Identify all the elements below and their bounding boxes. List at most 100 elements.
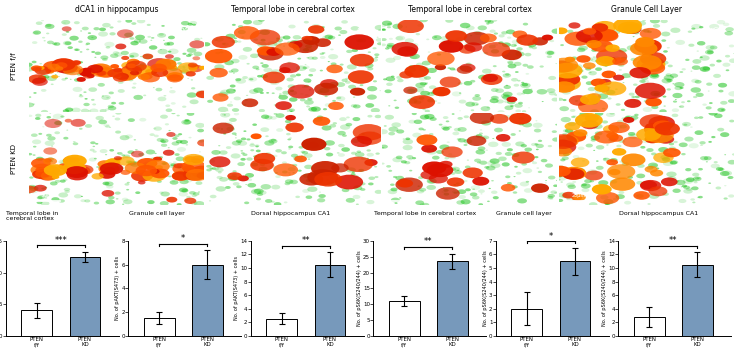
Circle shape	[93, 72, 95, 74]
Circle shape	[377, 42, 383, 45]
Circle shape	[300, 99, 306, 101]
Circle shape	[405, 137, 410, 140]
Circle shape	[583, 62, 595, 69]
Circle shape	[46, 24, 51, 27]
Circle shape	[305, 85, 308, 87]
Circle shape	[232, 24, 236, 26]
Circle shape	[520, 83, 531, 88]
Circle shape	[43, 147, 57, 155]
Circle shape	[619, 127, 622, 129]
Circle shape	[539, 65, 544, 68]
Circle shape	[75, 49, 80, 51]
Circle shape	[690, 198, 695, 201]
Circle shape	[311, 141, 317, 144]
Circle shape	[137, 65, 144, 69]
Circle shape	[523, 168, 532, 173]
Circle shape	[288, 25, 295, 29]
Circle shape	[528, 42, 537, 47]
Circle shape	[293, 172, 295, 174]
Circle shape	[471, 177, 473, 178]
Circle shape	[545, 164, 553, 168]
Circle shape	[603, 57, 617, 64]
Circle shape	[391, 76, 395, 77]
Circle shape	[290, 40, 300, 45]
Circle shape	[314, 117, 323, 122]
Circle shape	[526, 181, 529, 183]
Circle shape	[159, 201, 169, 206]
Circle shape	[697, 41, 706, 45]
Circle shape	[562, 194, 570, 198]
Circle shape	[302, 67, 307, 69]
Circle shape	[553, 63, 582, 79]
Circle shape	[450, 67, 455, 70]
Circle shape	[662, 192, 669, 196]
Circle shape	[420, 115, 429, 120]
Circle shape	[168, 36, 175, 39]
Circle shape	[661, 31, 670, 36]
Circle shape	[296, 74, 301, 76]
Circle shape	[700, 145, 703, 146]
Circle shape	[562, 133, 567, 136]
Bar	[559, 261, 590, 336]
Circle shape	[562, 168, 584, 180]
Circle shape	[436, 166, 442, 169]
Circle shape	[167, 74, 182, 82]
Circle shape	[476, 104, 478, 105]
Circle shape	[576, 168, 583, 172]
Circle shape	[367, 95, 377, 100]
Circle shape	[85, 199, 90, 202]
Circle shape	[259, 162, 262, 164]
Circle shape	[51, 146, 53, 147]
Circle shape	[209, 156, 230, 167]
Circle shape	[421, 145, 437, 153]
Circle shape	[209, 167, 213, 170]
Circle shape	[384, 115, 394, 120]
Circle shape	[71, 119, 86, 127]
Circle shape	[527, 65, 534, 69]
Circle shape	[268, 139, 278, 144]
Circle shape	[230, 101, 232, 102]
Circle shape	[345, 78, 348, 80]
Circle shape	[470, 111, 494, 124]
Circle shape	[547, 55, 552, 58]
Circle shape	[522, 122, 532, 127]
Circle shape	[44, 194, 49, 197]
Circle shape	[630, 41, 658, 56]
Circle shape	[341, 147, 350, 152]
Circle shape	[101, 55, 108, 60]
Circle shape	[403, 139, 405, 140]
Circle shape	[186, 196, 190, 198]
Circle shape	[441, 126, 448, 130]
Circle shape	[276, 175, 281, 178]
Circle shape	[62, 159, 68, 162]
Circle shape	[45, 197, 47, 198]
Circle shape	[425, 150, 428, 151]
Circle shape	[595, 29, 618, 41]
Circle shape	[532, 161, 534, 162]
Circle shape	[74, 21, 80, 24]
Circle shape	[434, 64, 446, 70]
Circle shape	[586, 81, 593, 85]
Circle shape	[398, 46, 417, 57]
Circle shape	[649, 56, 652, 57]
Circle shape	[629, 67, 650, 79]
Circle shape	[585, 57, 593, 61]
Circle shape	[423, 108, 426, 110]
Circle shape	[118, 102, 124, 105]
Circle shape	[714, 161, 718, 163]
Circle shape	[560, 159, 565, 161]
Circle shape	[33, 146, 37, 147]
Circle shape	[410, 43, 418, 47]
Circle shape	[265, 30, 268, 32]
Circle shape	[215, 186, 226, 192]
Circle shape	[567, 122, 576, 126]
Circle shape	[272, 92, 275, 94]
Circle shape	[445, 19, 453, 23]
Circle shape	[426, 149, 437, 155]
Circle shape	[732, 153, 735, 156]
Circle shape	[81, 109, 89, 113]
Circle shape	[209, 68, 228, 77]
Circle shape	[639, 80, 645, 83]
Circle shape	[702, 69, 706, 71]
Circle shape	[483, 74, 498, 82]
